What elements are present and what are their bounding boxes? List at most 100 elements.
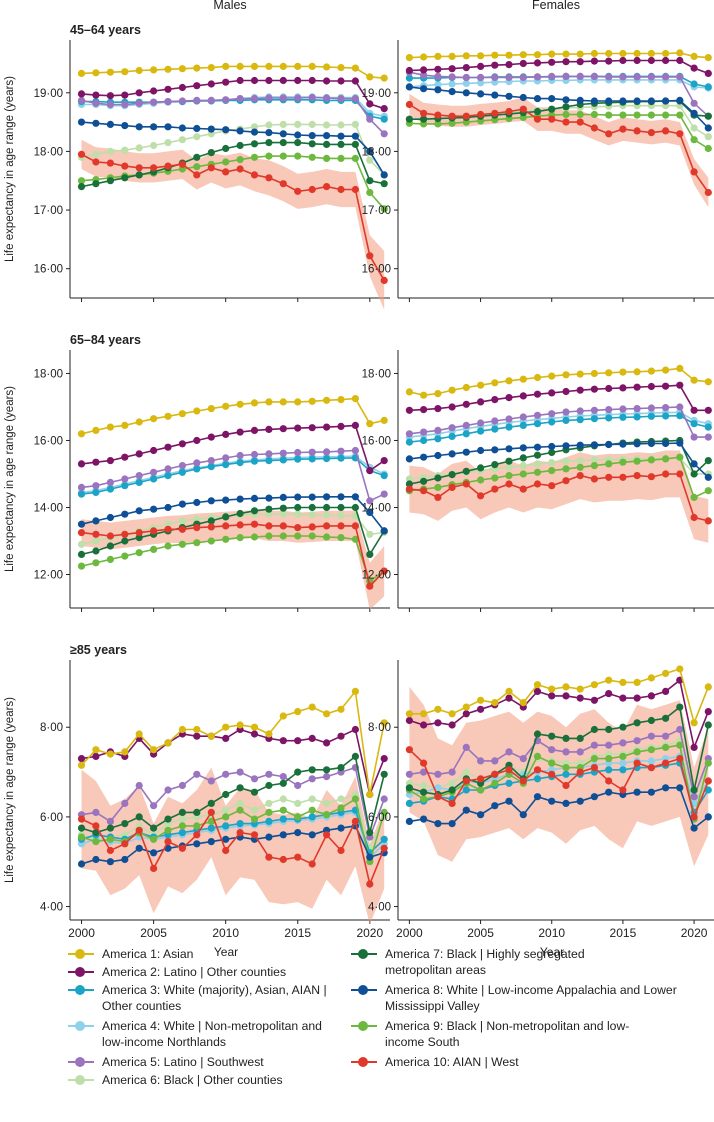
y-tick-label: 19·00: [34, 88, 63, 100]
x-tick-label: 2010: [212, 926, 239, 940]
data-point: [294, 120, 302, 128]
data-point: [308, 132, 316, 140]
data-point: [562, 118, 570, 126]
data-point: [308, 185, 316, 194]
data-point: [106, 147, 114, 155]
data-point: [150, 98, 158, 106]
data-point: [135, 730, 143, 738]
data-point: [294, 768, 302, 776]
data-point: [265, 522, 273, 530]
data-point: [250, 723, 259, 731]
legend-label: America 8: White | Low-income Appalachia…: [385, 983, 677, 1013]
data-point: [590, 124, 599, 132]
data-point: [207, 164, 215, 172]
data-point: [380, 472, 388, 480]
data-point: [676, 96, 684, 104]
series-line-america-9: [408, 744, 710, 820]
data-point: [164, 139, 172, 147]
data-point: [279, 456, 287, 464]
data-point: [250, 426, 259, 434]
data-point: [236, 127, 244, 135]
data-point: [106, 177, 114, 185]
data-point: [434, 451, 442, 460]
data-point: [676, 665, 684, 673]
data-point: [351, 817, 359, 826]
data-point: [619, 440, 627, 448]
data-point: [633, 694, 641, 702]
data-point: [207, 817, 215, 826]
data-point: [533, 411, 542, 419]
data-point: [193, 96, 201, 104]
data-point: [92, 482, 100, 490]
legend-swatch: [68, 949, 94, 959]
data-point: [294, 708, 302, 716]
data-point: [337, 534, 345, 542]
legend-swatch: [68, 1021, 94, 1031]
data-point: [366, 497, 374, 505]
data-point: [505, 445, 513, 453]
data-point: [477, 786, 485, 794]
data-point: [351, 535, 359, 543]
data-point: [590, 406, 599, 414]
series-line-america-2: [409, 678, 710, 751]
data-point: [548, 442, 556, 451]
data-point: [633, 127, 641, 135]
legend-item-america-10: America 10: AIAN | West: [351, 1054, 651, 1070]
data-point: [265, 121, 273, 129]
data-point: [548, 797, 556, 805]
uncertainty-band: [409, 686, 709, 867]
data-point: [337, 493, 345, 501]
series-line-america-5: [409, 728, 710, 800]
data-point: [533, 107, 542, 116]
data-point: [236, 165, 244, 173]
data-point: [308, 397, 316, 405]
data-point: [92, 838, 100, 846]
data-point: [92, 746, 100, 754]
data-point: [676, 381, 684, 389]
data-point: [222, 126, 230, 134]
data-point: [265, 139, 273, 147]
data-point: [448, 52, 456, 61]
data-point: [590, 462, 599, 470]
data-point: [222, 144, 230, 153]
data-point: [366, 530, 374, 538]
data-point: [491, 417, 499, 425]
data-point: [279, 806, 287, 814]
data-point: [676, 725, 684, 734]
data-point: [222, 513, 230, 521]
data-point: [106, 542, 114, 550]
data-point: [77, 490, 86, 498]
data-point: [519, 444, 527, 452]
data-point: [178, 829, 186, 837]
data-point: [265, 450, 273, 458]
data-point: [647, 111, 656, 119]
data-point: [448, 73, 456, 81]
data-point: [193, 459, 201, 467]
data-point: [477, 419, 485, 427]
data-point: [676, 784, 684, 792]
series-line-america-9: [81, 155, 385, 210]
data-point: [164, 443, 172, 451]
data-point: [704, 124, 712, 132]
data-point: [405, 710, 413, 718]
data-point: [150, 527, 158, 535]
data-point: [704, 406, 712, 414]
data-point: [533, 468, 542, 476]
data-point: [77, 529, 86, 537]
data-point: [633, 49, 641, 58]
data-point: [250, 62, 259, 70]
data-point: [605, 460, 613, 468]
data-point: [164, 412, 172, 420]
legend-item-america-3: America 3: White (majority), Asian, AIAN…: [68, 982, 336, 1014]
data-point: [576, 118, 584, 126]
series-line-america-5: [81, 96, 385, 135]
data-point: [434, 81, 442, 89]
data-point: [576, 694, 584, 702]
data-point: [323, 132, 331, 140]
data-point: [562, 96, 570, 104]
data-point: [505, 415, 513, 423]
data-point: [576, 797, 584, 805]
data-point: [548, 448, 556, 457]
data-point: [704, 777, 712, 785]
data-point: [323, 77, 331, 85]
